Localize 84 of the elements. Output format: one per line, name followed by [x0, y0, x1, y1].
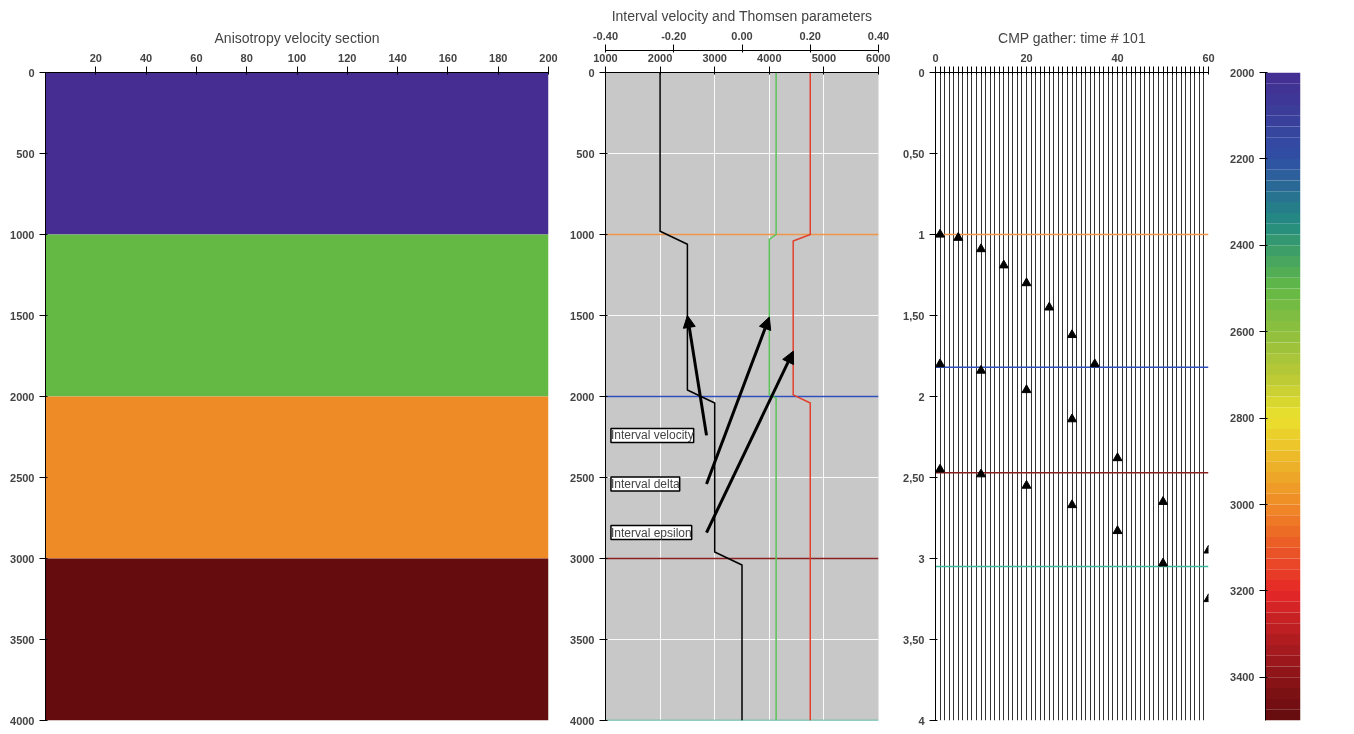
point	[1067, 413, 1077, 423]
y-tick-label: 2	[918, 390, 925, 403]
y-tick-label: 1000	[570, 228, 595, 241]
x-tick-label: 180	[489, 51, 508, 64]
y-tick-label: 1	[918, 228, 925, 241]
y-tick-label: 1500	[570, 309, 595, 322]
x-tick-label: 40	[139, 51, 153, 64]
y-tick-label: 4	[918, 714, 926, 727]
x2-tick-label: 0.00	[731, 29, 753, 42]
color-bar-label: 2000	[1230, 66, 1255, 79]
point	[935, 228, 946, 238]
x-tick-label: 60	[1202, 51, 1215, 64]
x-tick-label: 4000	[757, 51, 782, 64]
point	[1158, 557, 1168, 567]
y-tick-label: 2500	[570, 471, 595, 484]
y-tick-label: 500	[576, 147, 595, 160]
y-tick-label: 3,50	[903, 633, 925, 646]
y-tick-label: 3000	[10, 552, 35, 565]
point	[1112, 525, 1123, 535]
annotation: Interval epsilon	[610, 525, 692, 540]
x2-tick-label: 0.20	[799, 29, 821, 42]
y-tick-label: 3	[918, 552, 925, 565]
point	[1044, 301, 1055, 311]
y-tick-label: 3500	[10, 633, 35, 646]
x-tick-label: 80	[240, 51, 253, 64]
y-tick-label: 1,50	[903, 309, 925, 322]
y-tick-label: 0,50	[903, 147, 925, 160]
color-bar-label: 2800	[1230, 412, 1255, 425]
color-bar-label: 2200	[1230, 152, 1255, 165]
y-tick-label: 0	[918, 66, 925, 79]
y-tick-label: 2,50	[903, 471, 925, 484]
point	[1021, 384, 1032, 394]
y-tick-label: 4000	[570, 714, 595, 727]
x-tick-label: 140	[388, 51, 407, 64]
y-tick-label: 3500	[570, 633, 595, 646]
y-tick-label: 4000	[10, 714, 35, 727]
x-tick-label: 100	[287, 51, 307, 64]
y-tick-label: 0	[588, 66, 595, 79]
x-tick-label: 1000	[593, 51, 618, 64]
y-tick-label: 1500	[10, 309, 35, 322]
point	[1067, 499, 1077, 509]
color-bar-label: 3000	[1230, 498, 1255, 511]
x-tick-label: 5000	[811, 51, 837, 64]
point	[1089, 358, 1100, 368]
x-tick-label: 120	[338, 51, 357, 64]
color-bar-label: 2400	[1230, 239, 1255, 252]
x2-tick-label: -0.40	[592, 29, 619, 42]
point	[976, 364, 986, 374]
y-tick-label: 0	[28, 66, 35, 79]
point	[976, 468, 986, 478]
point	[976, 243, 986, 253]
x-tick-label: 0	[932, 51, 939, 64]
chart-title: CMP gather: time # 101	[998, 29, 1146, 46]
chart-title: Anisotropy velocity section	[214, 29, 380, 46]
x-tick-label: 40	[1111, 51, 1124, 64]
chart-title: Interval velocity and Thomsen parameters	[611, 7, 873, 24]
point	[935, 463, 946, 473]
x-tick-label: 2000	[647, 51, 673, 64]
point	[998, 259, 1009, 269]
color-bar-label: 2600	[1230, 325, 1255, 338]
x-tick-label: 200	[539, 51, 558, 64]
y-tick-label: 500	[16, 147, 35, 160]
y-tick-label: 2500	[10, 471, 35, 484]
point	[1067, 329, 1077, 339]
color-bar-label: 3400	[1230, 671, 1255, 684]
x-tick-label: 3000	[702, 51, 727, 64]
y-tick-label: 2000	[10, 390, 35, 403]
point	[1021, 277, 1032, 287]
point	[935, 358, 946, 368]
x-tick-label: 160	[438, 51, 458, 64]
point	[1158, 496, 1168, 505]
x-tick-label: 6000	[866, 51, 891, 64]
point	[953, 232, 964, 241]
x-tick-label: 20	[89, 51, 102, 64]
y-tick-label: 2000	[570, 390, 595, 403]
y-tick-label: 1000	[10, 228, 35, 241]
x2-tick-label: -0.20	[661, 29, 687, 42]
x-tick-label: 60	[190, 51, 203, 64]
x-tick-label: 20	[1020, 51, 1033, 64]
point	[1021, 479, 1032, 489]
y-tick-label: 3000	[570, 552, 595, 565]
x2-tick-label: 0.40	[867, 29, 890, 42]
color-bar-label: 3200	[1230, 584, 1255, 597]
point	[1112, 452, 1123, 462]
